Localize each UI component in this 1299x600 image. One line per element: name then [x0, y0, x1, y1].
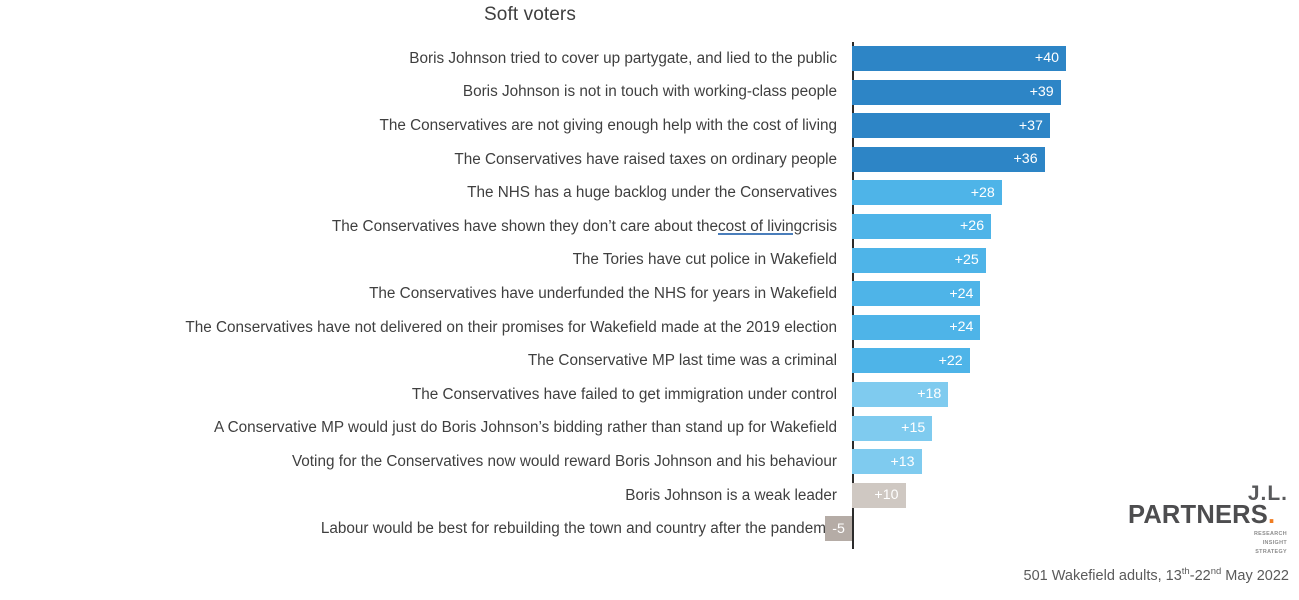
- bar-row: The Tories have cut police in Wakefield +…: [0, 244, 1299, 278]
- jl-partners-logo: J.L. PARTNERS. RESEARCH INSIGHT STRATEGY: [1128, 482, 1290, 555]
- bar-row: The Conservatives are not giving enough …: [0, 109, 1299, 143]
- logo-accent-dot: .: [1267, 501, 1276, 529]
- footnote-prefix: 501 Wakefield adults, 13: [1023, 567, 1182, 584]
- bar-row: The Conservatives have underfunded the N…: [0, 277, 1299, 311]
- bar-row-label: Boris Johnson is a weak leader: [625, 486, 837, 504]
- bar-value-label: +26: [960, 218, 985, 235]
- bar-row: Boris Johnson is a weak leader +10: [0, 479, 1299, 513]
- logo-line-jl: J.L.: [1247, 482, 1288, 505]
- logo-line-partners: PARTNERS.: [1128, 501, 1275, 530]
- bar: +26: [852, 214, 992, 239]
- bar-row-label: The Conservatives have raised taxes on o…: [454, 150, 837, 168]
- bar-row: The Conservatives have raised taxes on o…: [0, 143, 1299, 177]
- bar: -5: [825, 516, 852, 542]
- bar-value-label: +15: [901, 419, 926, 436]
- bar: +22: [852, 348, 970, 374]
- bar: +24: [852, 281, 981, 307]
- bar: +15: [852, 415, 933, 441]
- bar-value-label: +13: [890, 453, 915, 470]
- bar-row: The Conservative MP last time was a crim…: [0, 344, 1299, 378]
- footnote-suffix: May 2022: [1221, 567, 1289, 584]
- bar: +39: [852, 79, 1061, 105]
- bar-row: Labour would be best for rebuilding the …: [0, 512, 1299, 546]
- bar-row: A Conservative MP would just do Boris Jo…: [0, 412, 1299, 446]
- bar-row-label: The Conservatives have failed to get imm…: [411, 385, 837, 403]
- logo-tagline-insight: INSIGHT: [1262, 539, 1287, 546]
- bar-value-label: +37: [1018, 117, 1043, 134]
- bar-value-label: +24: [949, 319, 974, 336]
- bar-value-label: -5: [832, 520, 845, 537]
- bar: +28: [852, 180, 1002, 206]
- bar: +10: [852, 482, 906, 508]
- bar-row: Voting for the Conservatives now would r…: [0, 445, 1299, 479]
- bar-row-label: Voting for the Conservatives now would r…: [291, 452, 837, 470]
- footnote-sup-nd: nd: [1210, 566, 1222, 577]
- bar-value-label: +36: [1013, 151, 1038, 168]
- bar-value-label: +18: [917, 386, 942, 403]
- bar-row-label: Labour would be best for rebuilding the …: [320, 520, 837, 538]
- bar: +13: [852, 449, 922, 475]
- bar-row-label: The Tories have cut police in Wakefield: [572, 251, 837, 269]
- footnote-sup-th: th: [1181, 566, 1190, 577]
- bar-row-label: A Conservative MP would just do Boris Jo…: [214, 419, 837, 437]
- logo-partners-text: PARTNERS: [1128, 501, 1268, 529]
- footnote-mid: -22: [1189, 567, 1211, 584]
- bar-value-label: +22: [938, 352, 963, 369]
- bar-row-label: The Conservatives have underfunded the N…: [369, 284, 837, 302]
- bar-row: Boris Johnson is not in touch with worki…: [0, 76, 1299, 110]
- bar-row-label: The Conservatives have shown they don’t …: [331, 217, 837, 235]
- bar-row: The Conservatives have failed to get imm…: [0, 378, 1299, 412]
- bar-row: The NHS has a huge backlog under the Con…: [0, 176, 1299, 210]
- logo-tagline-strategy: STRATEGY: [1255, 548, 1287, 555]
- bar-value-label: +10: [874, 487, 899, 504]
- bar: +25: [852, 247, 986, 273]
- bar-chart-plot-area: Boris Johnson tried to cover up partygat…: [0, 42, 1299, 550]
- bar: +24: [852, 314, 981, 340]
- bar-row-label: The Conservatives are not giving enough …: [379, 116, 837, 134]
- bar-row-label: The Conservatives have not delivered on …: [185, 318, 837, 336]
- bar-row: Boris Johnson tried to cover up partygat…: [0, 42, 1299, 76]
- source-footnote: 501 Wakefield adults, 13th-22nd May 2022: [1024, 566, 1289, 584]
- bar-row-label: Boris Johnson tried to cover up partygat…: [409, 49, 837, 67]
- bar-value-label: +39: [1029, 83, 1054, 100]
- bar-row: The Conservatives have not delivered on …: [0, 311, 1299, 345]
- bar-value-label: +28: [970, 184, 995, 201]
- bar: +40: [852, 46, 1066, 71]
- bar-row-label: Boris Johnson is not in touch with worki…: [462, 83, 837, 101]
- logo-tagline-research: RESEARCH: [1253, 531, 1287, 537]
- bar-value-label: +24: [949, 285, 974, 302]
- bar: +18: [852, 382, 949, 407]
- bar-row: The Conservatives have shown they don’t …: [0, 210, 1299, 244]
- bar: +36: [852, 146, 1045, 172]
- bar: +37: [852, 113, 1050, 139]
- bar-row-label: The Conservative MP last time was a crim…: [527, 352, 837, 370]
- bar-row-label: The NHS has a huge backlog under the Con…: [467, 184, 837, 202]
- underlined-phrase: cost of living: [717, 217, 803, 235]
- chart-title: Soft voters: [484, 4, 576, 25]
- logo-tagline: RESEARCH INSIGHT STRATEGY: [1254, 530, 1287, 556]
- bar-value-label: +25: [954, 251, 979, 268]
- bar-value-label: +40: [1034, 50, 1059, 67]
